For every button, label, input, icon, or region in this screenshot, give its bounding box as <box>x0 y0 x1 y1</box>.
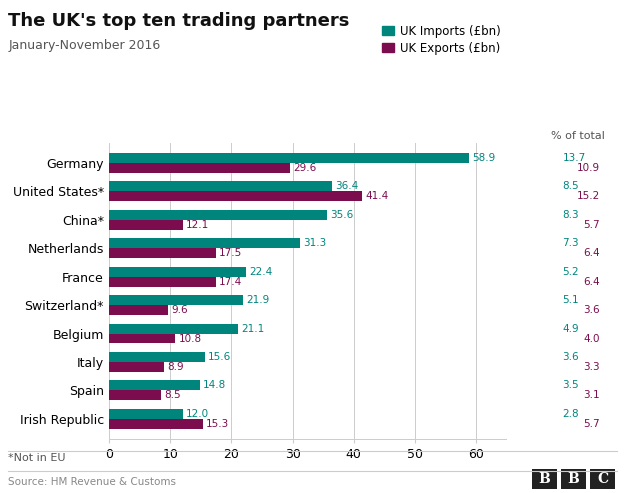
Bar <box>109 210 327 220</box>
Text: 17.4: 17.4 <box>219 277 242 286</box>
Text: 3.1: 3.1 <box>583 390 600 400</box>
Text: 8.5: 8.5 <box>164 390 181 400</box>
Text: 35.6: 35.6 <box>330 210 353 220</box>
Text: B: B <box>539 472 551 486</box>
Text: 14.8: 14.8 <box>202 381 226 390</box>
Bar <box>109 295 243 305</box>
Text: 5.2: 5.2 <box>562 267 579 277</box>
Text: 8.5: 8.5 <box>562 181 579 191</box>
Bar <box>109 409 182 419</box>
Bar <box>109 362 164 372</box>
FancyBboxPatch shape <box>561 469 586 489</box>
Text: Source: HM Revenue & Customs: Source: HM Revenue & Customs <box>8 477 176 487</box>
Text: 5.7: 5.7 <box>583 220 600 230</box>
Text: 10.9: 10.9 <box>577 163 600 173</box>
Bar <box>109 390 161 400</box>
Text: *Not in EU: *Not in EU <box>8 453 66 462</box>
Text: 12.0: 12.0 <box>186 409 209 419</box>
Text: 15.2: 15.2 <box>577 191 600 201</box>
Text: 15.3: 15.3 <box>206 419 229 429</box>
Bar <box>109 305 168 315</box>
Text: 2.8: 2.8 <box>562 409 579 419</box>
Text: The UK's top ten trading partners: The UK's top ten trading partners <box>8 12 349 31</box>
Text: 9.6: 9.6 <box>171 305 187 315</box>
Text: 13.7: 13.7 <box>562 153 586 163</box>
Bar <box>109 277 216 286</box>
Bar <box>109 248 216 258</box>
Bar <box>109 153 469 163</box>
Text: 6.4: 6.4 <box>583 248 600 258</box>
Text: 3.6: 3.6 <box>583 305 600 315</box>
Text: 15.6: 15.6 <box>208 352 231 362</box>
Text: 5.1: 5.1 <box>562 295 579 305</box>
Bar <box>109 334 176 344</box>
Bar <box>109 381 200 390</box>
Text: 29.6: 29.6 <box>293 163 316 173</box>
Text: 4.0: 4.0 <box>584 333 600 344</box>
Text: 17.5: 17.5 <box>219 248 243 258</box>
Text: 21.9: 21.9 <box>246 295 269 305</box>
Bar <box>109 323 238 334</box>
Bar <box>109 419 202 429</box>
Text: 22.4: 22.4 <box>249 267 272 277</box>
FancyBboxPatch shape <box>590 469 615 489</box>
Text: 7.3: 7.3 <box>562 238 579 248</box>
Bar <box>109 352 204 362</box>
Bar <box>109 267 246 277</box>
Text: C: C <box>597 472 608 486</box>
Bar <box>109 238 301 248</box>
Bar <box>109 191 362 201</box>
Text: B: B <box>568 472 579 486</box>
Text: 36.4: 36.4 <box>334 181 358 191</box>
Text: 8.9: 8.9 <box>167 362 183 372</box>
Text: 8.3: 8.3 <box>562 210 579 220</box>
Text: 12.1: 12.1 <box>186 220 209 230</box>
Text: 41.4: 41.4 <box>365 191 389 201</box>
Text: 21.1: 21.1 <box>241 323 264 334</box>
Text: 3.6: 3.6 <box>562 352 579 362</box>
Text: 4.9: 4.9 <box>562 323 579 334</box>
Text: 5.7: 5.7 <box>583 419 600 429</box>
Bar <box>109 220 183 230</box>
Text: 3.3: 3.3 <box>583 362 600 372</box>
Text: 6.4: 6.4 <box>583 277 600 286</box>
Text: % of total: % of total <box>551 131 605 141</box>
Text: 10.8: 10.8 <box>178 333 201 344</box>
Bar <box>109 181 332 191</box>
Legend: UK Imports (£bn), UK Exports (£bn): UK Imports (£bn), UK Exports (£bn) <box>382 25 501 55</box>
Text: January-November 2016: January-November 2016 <box>8 39 161 52</box>
Bar <box>109 163 290 173</box>
FancyBboxPatch shape <box>532 469 557 489</box>
Text: 31.3: 31.3 <box>304 238 327 248</box>
Text: 3.5: 3.5 <box>562 381 579 390</box>
Text: 58.9: 58.9 <box>472 153 495 163</box>
